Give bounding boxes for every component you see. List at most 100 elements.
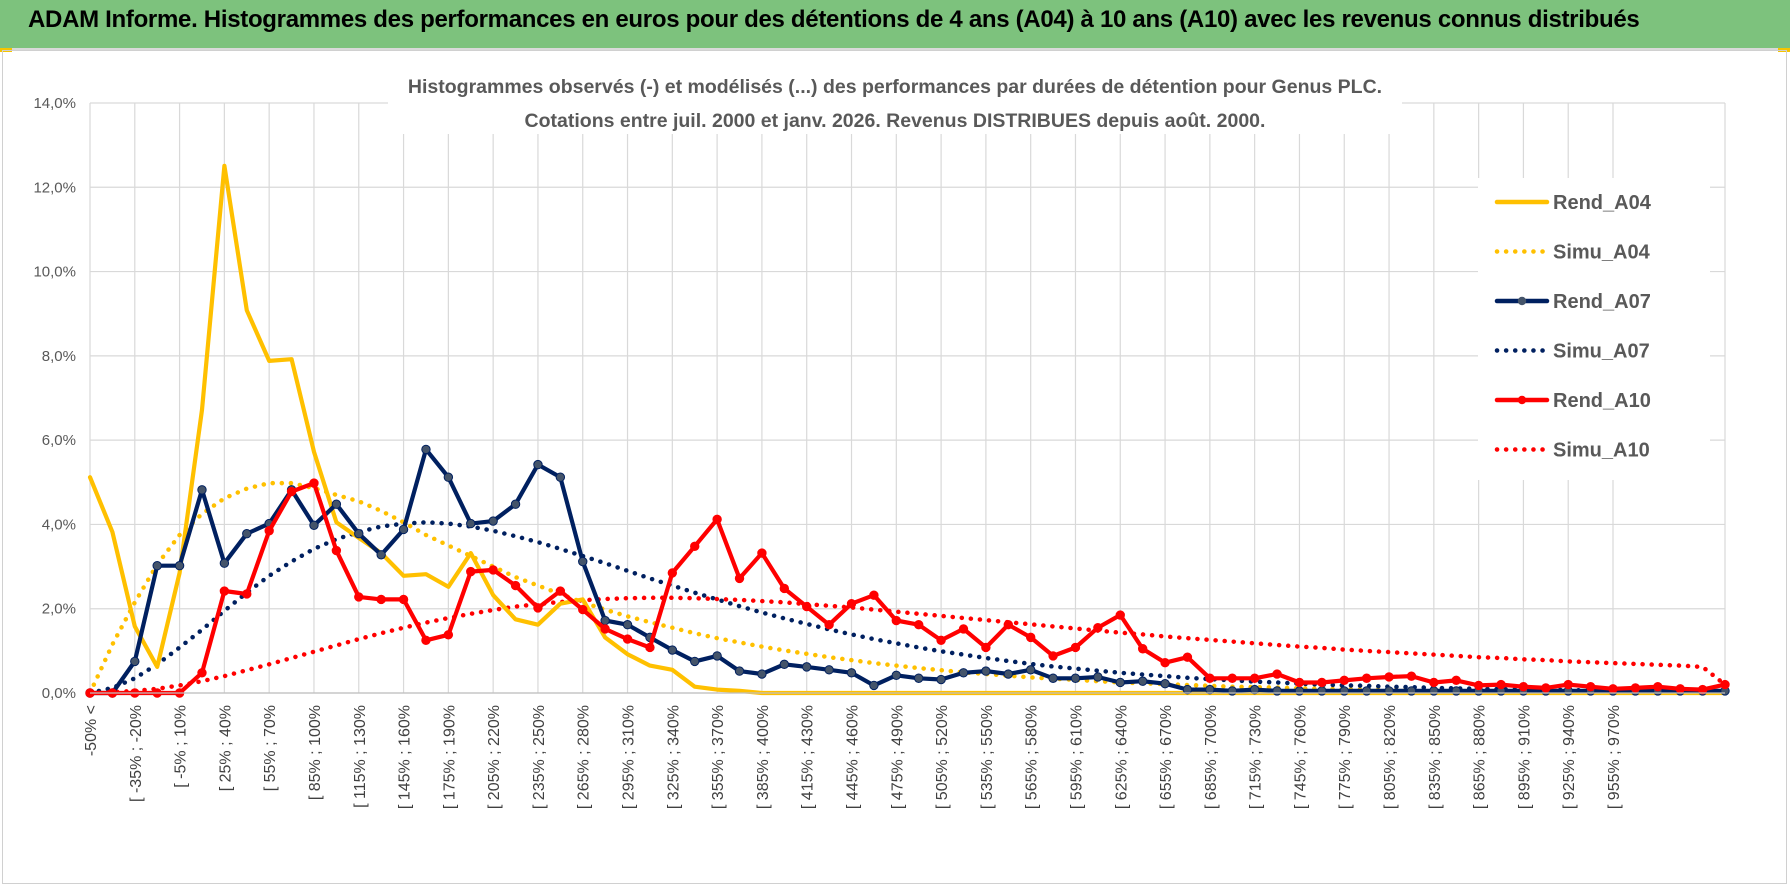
x-tick-label: [ 205% ; 220% (486, 705, 503, 809)
legend-label: Rend_A04 (1553, 192, 1652, 214)
data-point (152, 561, 162, 571)
data-point (555, 472, 566, 482)
data-point (219, 586, 230, 596)
data-point (1070, 673, 1081, 683)
legend-backdrop (1478, 178, 1710, 480)
x-tick-label: [ 715% ; 730% (1248, 705, 1265, 809)
data-point (779, 583, 790, 594)
data-point (1249, 684, 1260, 695)
report-banner: ADAM Informe. Histogrammes des performan… (0, 0, 1790, 50)
x-tick-label: [ 745% ; 760% (1292, 705, 1309, 809)
x-tick-label: [ 25% ; 40% (217, 705, 234, 791)
x-tick-label: [ 805% ; 820% (1382, 705, 1399, 809)
data-point (958, 668, 969, 678)
x-tick-label: [ 535% ; 550% (979, 705, 996, 809)
data-point (1697, 684, 1708, 695)
data-point (690, 541, 700, 552)
data-point (1294, 686, 1305, 696)
data-point (1025, 665, 1036, 675)
data-point (1563, 679, 1573, 690)
data-point (309, 520, 319, 530)
data-point (1093, 672, 1103, 682)
x-tick-label: [ 175% ; 190% (441, 705, 458, 809)
data-point (690, 656, 700, 667)
data-point (622, 620, 633, 630)
data-point (1675, 684, 1685, 694)
data-point (1227, 673, 1237, 683)
data-point (757, 669, 767, 679)
x-tick-label: [ -5% ; 10% (173, 705, 190, 788)
legend-label: Simu_A04 (1553, 242, 1651, 264)
data-point (1115, 610, 1125, 620)
x-tick-label: [ -35% ; -20% (128, 705, 145, 802)
data-point (824, 665, 834, 675)
x-tick-label: [ 565% ; 580% (1024, 705, 1041, 809)
data-point (981, 642, 991, 653)
data-point (667, 568, 678, 578)
legend-marker (1517, 395, 1527, 405)
data-point (1160, 679, 1170, 689)
legend-label: Rend_A07 (1553, 291, 1651, 313)
data-point (1182, 652, 1193, 662)
data-point (1272, 669, 1282, 679)
data-point (734, 666, 745, 676)
data-point (466, 518, 476, 529)
data-point (1137, 676, 1148, 686)
data-point (712, 514, 722, 525)
legend-item-Simu_A04: Simu_A04 (1494, 242, 1651, 264)
data-point (421, 444, 431, 455)
data-point (174, 561, 185, 571)
data-point (264, 526, 274, 536)
data-point (1496, 679, 1506, 690)
series-line-Simu_A10 (87, 595, 1728, 696)
report-title: ADAM Informe. Histogrammes des performan… (28, 6, 1640, 33)
data-point (510, 499, 521, 509)
x-tick-label: [ 385% ; 400% (755, 705, 772, 809)
data-point (376, 594, 386, 605)
x-tick-label: [ 415% ; 430% (800, 705, 817, 809)
data-point (555, 586, 566, 596)
legend-item-Simu_A10: Simu_A10 (1494, 440, 1650, 462)
data-point (197, 668, 207, 678)
data-point (1272, 686, 1282, 696)
data-point (1339, 686, 1349, 696)
data-point (421, 635, 431, 646)
data-point (600, 624, 610, 634)
data-point (1406, 671, 1417, 681)
chart-title-line: Histogrammes observés (-) et modélisés (… (408, 76, 1382, 98)
data-point (578, 604, 588, 615)
data-point (1317, 677, 1327, 688)
data-point (354, 529, 364, 539)
data-point (891, 670, 902, 680)
data-point (936, 674, 946, 685)
data-point (1048, 673, 1058, 683)
data-point (1384, 686, 1394, 696)
data-point (712, 651, 722, 661)
x-tick-label: [ 115% ; 130% (352, 705, 369, 808)
y-tick-label: 10,0% (33, 264, 76, 281)
data-point (1429, 677, 1439, 688)
data-point (309, 478, 319, 488)
data-point (667, 645, 678, 655)
chart-title: Histogrammes observés (-) et modélisés (… (388, 68, 1402, 134)
data-point (1093, 622, 1103, 633)
data-point (622, 634, 633, 644)
series-Rend_A10 (85, 478, 1730, 698)
x-tick-label: [ 235% ; 250% (531, 705, 548, 809)
x-tick-label: [ 265% ; 280% (576, 705, 593, 809)
data-point (398, 524, 409, 535)
data-point (1361, 673, 1372, 683)
data-point (488, 565, 498, 575)
data-point (802, 601, 812, 612)
data-point (1630, 683, 1641, 693)
data-point (1115, 677, 1125, 688)
data-point (578, 556, 588, 567)
chart-title-line: Cotations entre juil. 2000 et janv. 2026… (525, 110, 1266, 132)
data-point (510, 580, 521, 591)
data-point (600, 615, 610, 626)
data-point (1451, 686, 1461, 696)
x-tick-label: [ 655% ; 670% (1158, 705, 1175, 809)
data-point (1608, 684, 1618, 694)
data-point (1294, 677, 1305, 688)
x-tick-label: [ 955% ; 970% (1606, 705, 1623, 809)
